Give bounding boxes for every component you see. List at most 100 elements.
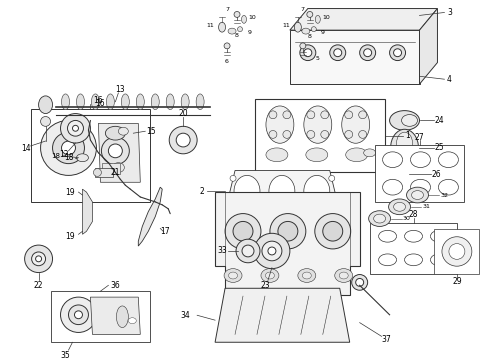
Ellipse shape (112, 163, 124, 172)
Circle shape (278, 221, 298, 241)
Circle shape (108, 144, 122, 158)
Polygon shape (98, 123, 140, 182)
Ellipse shape (335, 269, 353, 282)
Circle shape (330, 45, 346, 60)
Circle shape (394, 177, 409, 191)
Ellipse shape (304, 175, 330, 207)
Ellipse shape (128, 318, 136, 324)
Circle shape (32, 252, 46, 266)
Circle shape (392, 152, 411, 170)
Ellipse shape (116, 306, 128, 328)
Ellipse shape (266, 106, 294, 143)
Ellipse shape (359, 111, 367, 119)
Polygon shape (290, 9, 438, 30)
Bar (290, 30, 419, 84)
Ellipse shape (269, 175, 295, 207)
Circle shape (323, 221, 343, 241)
Polygon shape (91, 297, 140, 334)
Text: 36: 36 (110, 281, 120, 290)
Ellipse shape (346, 148, 368, 162)
Text: 22: 22 (34, 281, 43, 290)
Bar (255, 99, 385, 172)
Ellipse shape (345, 130, 353, 138)
Circle shape (94, 168, 101, 176)
Ellipse shape (76, 94, 84, 110)
Circle shape (62, 141, 75, 155)
Ellipse shape (266, 148, 288, 162)
Circle shape (41, 121, 97, 175)
Polygon shape (395, 157, 408, 179)
Ellipse shape (234, 12, 240, 17)
Ellipse shape (283, 130, 291, 138)
Circle shape (393, 49, 401, 57)
Ellipse shape (105, 126, 125, 140)
Text: 7: 7 (225, 7, 229, 12)
Text: 30: 30 (403, 216, 411, 221)
Ellipse shape (92, 94, 99, 110)
Circle shape (356, 278, 364, 286)
Ellipse shape (119, 127, 128, 135)
Text: 34: 34 (180, 311, 190, 320)
Circle shape (230, 201, 236, 207)
Circle shape (397, 157, 406, 165)
Ellipse shape (396, 132, 413, 154)
Bar (30, 109, 150, 202)
Ellipse shape (302, 272, 311, 279)
Circle shape (74, 311, 82, 319)
Bar (375, 145, 465, 202)
Ellipse shape (315, 15, 320, 23)
Text: 28: 28 (409, 210, 418, 219)
Ellipse shape (321, 111, 329, 119)
Text: 10: 10 (322, 15, 330, 20)
Ellipse shape (342, 106, 369, 143)
Ellipse shape (269, 130, 277, 138)
Circle shape (242, 245, 254, 257)
Ellipse shape (298, 269, 316, 282)
Text: 37: 37 (382, 335, 392, 344)
Text: 35: 35 (61, 351, 71, 360)
Polygon shape (225, 171, 340, 212)
Text: 27: 27 (415, 132, 424, 141)
Text: 26: 26 (432, 170, 441, 179)
Ellipse shape (449, 244, 465, 259)
Ellipse shape (359, 130, 367, 138)
Ellipse shape (306, 148, 328, 162)
Ellipse shape (228, 272, 238, 279)
Bar (50, 291, 150, 342)
Ellipse shape (307, 130, 315, 138)
Circle shape (69, 305, 89, 325)
Ellipse shape (364, 149, 376, 157)
Ellipse shape (266, 272, 274, 279)
Circle shape (52, 132, 84, 164)
Ellipse shape (398, 154, 411, 162)
Polygon shape (419, 9, 438, 84)
Ellipse shape (122, 94, 129, 110)
Circle shape (364, 49, 371, 57)
Circle shape (61, 113, 91, 143)
Circle shape (262, 241, 282, 261)
Ellipse shape (302, 28, 310, 34)
Ellipse shape (261, 269, 279, 282)
Text: 9: 9 (248, 30, 252, 35)
Text: 19: 19 (66, 188, 75, 197)
Ellipse shape (228, 28, 236, 34)
Circle shape (169, 126, 197, 154)
Circle shape (360, 45, 376, 60)
Text: 29: 29 (452, 277, 462, 286)
Ellipse shape (181, 94, 189, 110)
Polygon shape (82, 189, 93, 234)
Ellipse shape (442, 237, 472, 266)
Ellipse shape (166, 94, 174, 110)
Text: 18: 18 (51, 153, 60, 159)
Ellipse shape (136, 94, 144, 110)
Ellipse shape (389, 199, 411, 215)
Circle shape (233, 221, 253, 241)
Text: 3: 3 (447, 8, 452, 17)
Circle shape (225, 213, 261, 249)
Ellipse shape (196, 94, 204, 110)
Text: 33: 33 (217, 247, 227, 256)
Circle shape (315, 213, 351, 249)
Text: 23: 23 (260, 281, 270, 290)
Text: 5: 5 (316, 56, 320, 61)
Text: 16: 16 (96, 99, 105, 108)
